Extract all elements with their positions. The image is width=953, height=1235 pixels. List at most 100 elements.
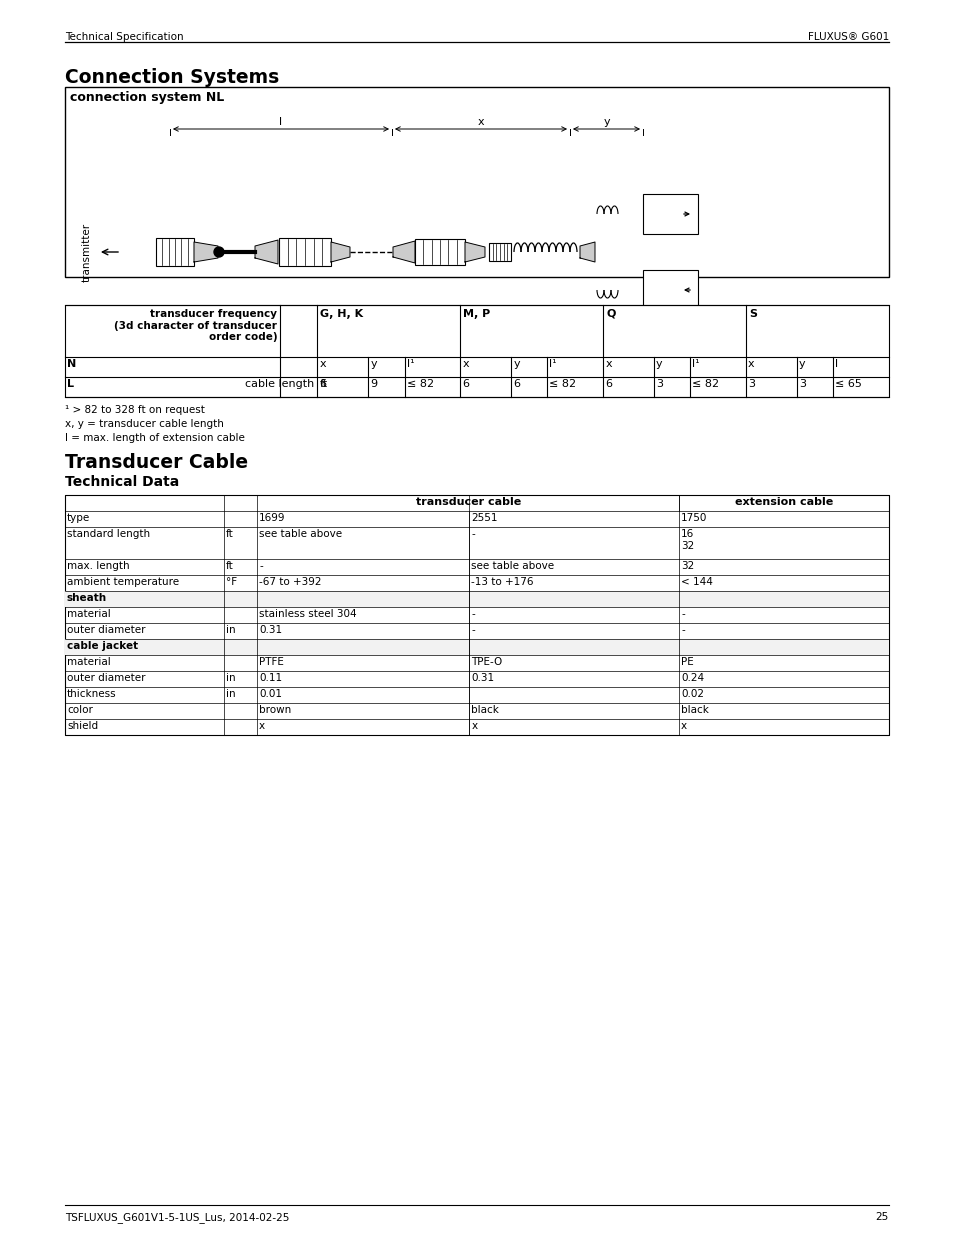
Text: ft: ft <box>319 379 327 389</box>
Text: ≤ 82: ≤ 82 <box>406 379 434 389</box>
Text: -13 to +176: -13 to +176 <box>471 577 534 587</box>
Text: Transducer Cable: Transducer Cable <box>65 453 248 472</box>
Text: cable length: cable length <box>245 379 314 389</box>
Polygon shape <box>464 242 484 262</box>
Text: 3: 3 <box>799 379 805 389</box>
Text: -: - <box>259 561 263 571</box>
Text: black: black <box>680 705 708 715</box>
Text: material: material <box>67 657 111 667</box>
Text: transmitter: transmitter <box>82 222 91 282</box>
Text: see table above: see table above <box>259 529 342 538</box>
Text: x: x <box>259 721 265 731</box>
Text: black: black <box>471 705 498 715</box>
Bar <box>65 592 888 606</box>
Text: Technical Data: Technical Data <box>65 475 179 489</box>
Text: x: x <box>462 359 469 369</box>
Text: ambient temperature: ambient temperature <box>67 577 179 587</box>
Text: 3: 3 <box>656 379 662 389</box>
Text: stainless steel 304: stainless steel 304 <box>259 609 356 619</box>
Text: outer diameter: outer diameter <box>67 673 146 683</box>
Text: G, H, K: G, H, K <box>320 309 363 319</box>
Text: x, y = transducer cable length: x, y = transducer cable length <box>65 419 224 429</box>
Text: connection system NL: connection system NL <box>70 91 224 104</box>
Text: Technical Specification: Technical Specification <box>65 32 183 42</box>
Text: ≤ 82: ≤ 82 <box>692 379 719 389</box>
Text: -: - <box>680 625 684 635</box>
Text: TSFLUXUS_G601V1-5-1US_Lus, 2014-02-25: TSFLUXUS_G601V1-5-1US_Lus, 2014-02-25 <box>65 1212 289 1223</box>
Text: max. length: max. length <box>67 561 130 571</box>
Text: M, P: M, P <box>463 309 490 319</box>
Text: y: y <box>513 359 519 369</box>
Text: 25: 25 <box>875 1212 888 1221</box>
Text: 2551: 2551 <box>471 513 497 522</box>
Text: l = max. length of extension cable: l = max. length of extension cable <box>65 433 245 443</box>
Text: x: x <box>604 359 611 369</box>
Polygon shape <box>331 242 350 262</box>
Text: Connection Systems: Connection Systems <box>65 68 279 86</box>
Text: 9: 9 <box>370 379 377 389</box>
Text: ≤ 65: ≤ 65 <box>834 379 862 389</box>
Text: 0.24: 0.24 <box>680 673 703 683</box>
Text: y: y <box>602 117 609 127</box>
Text: -67 to +392: -67 to +392 <box>259 577 321 587</box>
Text: 3: 3 <box>747 379 755 389</box>
Text: -: - <box>680 609 684 619</box>
Text: 6: 6 <box>319 379 326 389</box>
Text: in: in <box>226 625 235 635</box>
Text: °F: °F <box>226 577 237 587</box>
Text: l: l <box>279 117 282 127</box>
Bar <box>642 270 698 310</box>
Bar <box>415 240 464 266</box>
Text: thickness: thickness <box>67 689 116 699</box>
Bar <box>65 305 888 396</box>
Circle shape <box>213 247 224 257</box>
Text: ft: ft <box>226 561 233 571</box>
Text: transducer cable: transducer cable <box>416 496 520 508</box>
Text: material: material <box>67 609 111 619</box>
Text: sheath: sheath <box>67 593 107 603</box>
Text: y: y <box>370 359 376 369</box>
Text: y: y <box>799 359 804 369</box>
Text: type: type <box>67 513 91 522</box>
Bar <box>156 238 193 266</box>
Text: N: N <box>67 359 76 369</box>
Text: transducer frequency
(3d character of transducer
order code): transducer frequency (3d character of tr… <box>114 309 277 342</box>
Text: -: - <box>471 529 475 538</box>
Text: -: - <box>471 625 475 635</box>
Text: x: x <box>680 721 686 731</box>
Text: color: color <box>67 705 92 715</box>
Text: 0.11: 0.11 <box>259 673 282 683</box>
Text: L: L <box>67 379 74 389</box>
Text: in: in <box>226 689 235 699</box>
Text: S: S <box>748 309 757 319</box>
Text: ft: ft <box>226 529 233 538</box>
Text: cable jacket: cable jacket <box>67 641 138 651</box>
Text: x: x <box>319 359 326 369</box>
Text: see table above: see table above <box>471 561 554 571</box>
Text: 0.02: 0.02 <box>680 689 703 699</box>
Text: y: y <box>656 359 662 369</box>
Bar <box>642 194 698 233</box>
Bar <box>278 238 331 266</box>
Text: 1699: 1699 <box>259 513 285 522</box>
Text: FLUXUS® G601: FLUXUS® G601 <box>807 32 888 42</box>
Text: 1750: 1750 <box>680 513 707 522</box>
Text: 32: 32 <box>680 561 694 571</box>
Text: ¹ > 82 to 328 ft on request: ¹ > 82 to 328 ft on request <box>65 405 205 415</box>
Text: TPE-O: TPE-O <box>471 657 502 667</box>
Bar <box>489 243 511 261</box>
Polygon shape <box>193 242 218 262</box>
Text: < 144: < 144 <box>680 577 712 587</box>
Text: brown: brown <box>259 705 291 715</box>
Text: shield: shield <box>67 721 98 731</box>
Bar <box>65 638 888 655</box>
Text: 6: 6 <box>462 379 469 389</box>
Polygon shape <box>393 241 415 263</box>
Polygon shape <box>579 242 595 262</box>
Text: -: - <box>471 609 475 619</box>
Text: PE: PE <box>680 657 693 667</box>
Text: 6: 6 <box>604 379 612 389</box>
Text: extension cable: extension cable <box>734 496 832 508</box>
Text: 6: 6 <box>513 379 519 389</box>
Bar <box>65 495 888 735</box>
